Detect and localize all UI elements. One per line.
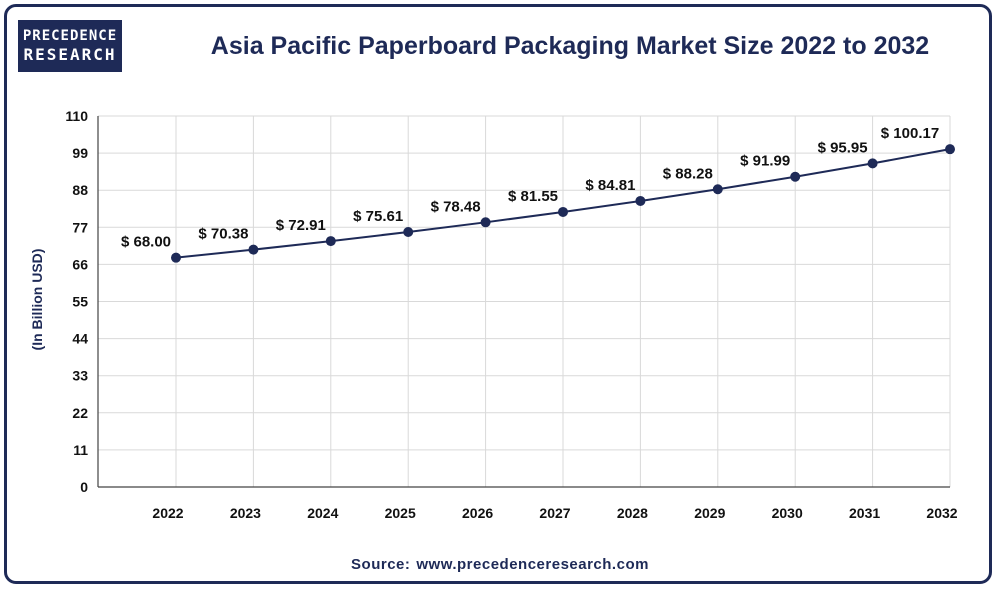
y-tick-label: 33 <box>72 368 88 384</box>
logo-line-1: PRECEDENCE <box>22 28 118 44</box>
data-label: $ 78.48 <box>431 198 481 215</box>
y-tick-label: 66 <box>72 256 88 272</box>
data-point <box>790 171 801 182</box>
data-label: $ 91.99 <box>740 153 790 170</box>
y-tick-label: 22 <box>72 405 88 421</box>
y-tick-label: 110 <box>65 108 88 124</box>
data-label: $ 95.95 <box>818 139 868 156</box>
x-tick-label: 2028 <box>617 505 648 521</box>
x-tick-label: 2023 <box>230 505 261 521</box>
x-tick-label: 2025 <box>385 505 416 521</box>
data-point <box>403 226 414 237</box>
data-point <box>945 144 955 155</box>
data-label: $ 70.38 <box>198 226 248 243</box>
x-tick-label: 2030 <box>772 505 803 521</box>
x-tick-label: 2031 <box>849 505 880 521</box>
data-label: $ 81.55 <box>508 188 558 205</box>
source-label: Source: <box>351 556 411 573</box>
x-tick-label: 2026 <box>462 505 493 521</box>
data-point <box>635 195 646 206</box>
data-label: $ 72.91 <box>276 217 326 234</box>
data-label: $ 84.81 <box>585 177 635 194</box>
x-tick-label: 2029 <box>694 505 725 521</box>
y-tick-label: 55 <box>72 294 88 310</box>
y-tick-label: 11 <box>73 442 88 458</box>
x-tick-label: 2022 <box>152 505 183 521</box>
source-line: Source: www.precedenceresearch.com <box>0 556 1000 573</box>
data-point <box>480 217 491 228</box>
data-label: $ 100.17 <box>881 125 939 142</box>
logo-line-2: RESEARCH <box>23 45 117 64</box>
data-label: $ 75.61 <box>353 208 403 225</box>
data-point <box>558 206 568 217</box>
data-point <box>171 252 181 263</box>
x-tick-label: 2024 <box>307 505 338 521</box>
y-tick-label: 44 <box>72 331 88 347</box>
source-url: www.precedenceresearch.com <box>416 556 649 573</box>
data-point <box>248 244 259 255</box>
x-tick-label: 2032 <box>926 505 957 521</box>
y-tick-label: 99 <box>72 145 88 161</box>
y-axis-title: (In Billion USD) <box>29 249 45 351</box>
y-tick-label: 77 <box>72 219 88 235</box>
data-label: $ 68.00 <box>121 234 171 251</box>
y-tick-label: 0 <box>80 479 88 495</box>
precedence-research-logo: PRECEDENCE RESEARCH <box>18 20 122 72</box>
y-tick-label: 88 <box>72 182 88 198</box>
data-label: $ 88.28 <box>663 165 713 182</box>
data-point <box>325 236 336 247</box>
data-point <box>867 158 878 169</box>
data-point <box>712 184 723 195</box>
chart-title: Asia Pacific Paperboard Packaging Market… <box>210 32 930 60</box>
x-tick-label: 2027 <box>539 505 570 521</box>
